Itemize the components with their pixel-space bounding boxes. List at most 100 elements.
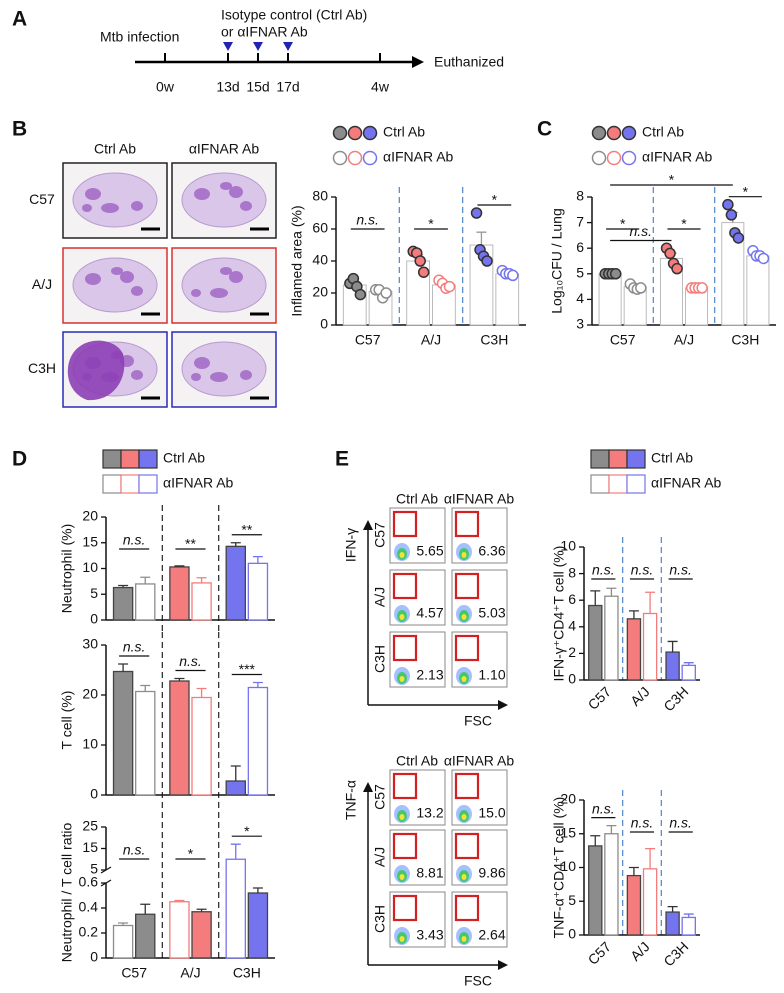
significance-label: * <box>188 846 194 862</box>
row-label: C3H <box>372 645 388 673</box>
cell-cloud <box>461 676 467 682</box>
legend-marker <box>590 449 610 469</box>
significance-label: n.s. <box>669 562 692 578</box>
y-tick-label: 2 <box>568 644 576 660</box>
row-label: A/J <box>372 847 388 867</box>
significance-label: n.s. <box>123 842 146 858</box>
panel-label: D <box>12 448 27 471</box>
bar <box>681 916 696 936</box>
row-label: C57 <box>372 522 388 548</box>
timeline-start: Mtb infection <box>100 29 179 45</box>
legend-marker <box>590 474 610 494</box>
y-tick-label: 6 <box>568 591 576 607</box>
cell-cloud <box>461 936 467 942</box>
gate <box>392 572 418 600</box>
x-tick-label: A/J <box>180 965 200 981</box>
significance-label: * <box>244 823 250 839</box>
significance-label: * <box>681 216 687 232</box>
timeline-tick-label: 4w <box>371 79 390 95</box>
data-point <box>507 269 519 282</box>
legend-marker <box>332 125 348 141</box>
legend-marker <box>626 449 646 469</box>
y-tick-label: 60 <box>312 220 328 236</box>
data-point <box>671 262 683 275</box>
lesion <box>229 186 243 198</box>
significance-label: n.s. <box>123 532 146 548</box>
y-tick-label: 10 <box>82 559 98 575</box>
cell-cloud <box>461 874 467 880</box>
error-bar <box>230 843 241 860</box>
y-tick-label: 20 <box>82 686 98 702</box>
gate-value: 15.0 <box>478 805 505 821</box>
error-bar <box>590 590 601 606</box>
bar <box>169 901 190 959</box>
treatment-marker <box>223 42 233 51</box>
significance-label: * <box>743 183 749 199</box>
bar <box>112 586 134 621</box>
y-axis-label: Log₁₀CFU / Lung <box>549 208 565 313</box>
data-point <box>635 282 647 294</box>
error-bar <box>683 913 694 918</box>
timeline-tick-label: 13d <box>216 79 239 95</box>
legend-marker <box>332 150 348 166</box>
error-bar <box>667 906 678 913</box>
legend-marker <box>621 125 637 141</box>
significance-label: n.s. <box>669 815 692 831</box>
legend-marker <box>347 150 363 166</box>
error-bar <box>683 662 694 666</box>
bar <box>135 913 156 959</box>
legend-marker <box>621 150 637 166</box>
lung-section <box>181 257 267 313</box>
data-point <box>725 209 738 221</box>
axis-arrow <box>363 520 373 530</box>
gate-value: 3.43 <box>416 927 443 943</box>
y-tick-label: 0 <box>90 949 98 965</box>
y-tick-label: 0.2 <box>79 924 99 940</box>
bar <box>746 255 770 326</box>
lung-section <box>181 341 267 397</box>
cell-cloud <box>461 614 467 620</box>
error-bar <box>252 887 263 893</box>
bar <box>588 604 603 681</box>
y-tick-label: 10 <box>82 736 98 752</box>
y-tick-label: 0 <box>568 671 576 687</box>
y-tick-label: 20 <box>560 791 576 807</box>
data-point <box>696 282 708 294</box>
cell-cloud <box>399 814 405 820</box>
legend-label: αIFNAR Ab <box>383 149 454 165</box>
lesion <box>220 267 232 275</box>
x-tick-label: C3H <box>233 965 261 981</box>
x-tick-label: A/J <box>421 332 441 348</box>
error-bar <box>645 591 656 614</box>
error-bar <box>252 556 263 564</box>
data-point <box>354 288 367 301</box>
error-bar <box>645 847 656 869</box>
y-axis-label: Neutrophil / T cell ratio <box>59 823 75 963</box>
flow-y-label: IFN-γ <box>343 528 359 562</box>
gate <box>392 772 418 800</box>
lesion <box>85 273 101 285</box>
error-bar <box>196 908 207 912</box>
bar <box>135 690 156 796</box>
row-label: C57 <box>372 784 388 810</box>
column-header: αIFNAR Ab <box>189 141 260 157</box>
y-tick-label: 8 <box>576 188 584 204</box>
column-header: Ctrl Ab <box>94 141 136 157</box>
bar <box>588 845 603 936</box>
timeline-treatment: or αIFNAR Ab <box>221 24 308 40</box>
significance-label: n.s. <box>631 562 654 578</box>
y-tick-label: 5 <box>576 265 584 281</box>
significance-label: n.s. <box>592 800 615 816</box>
lesion <box>191 373 201 381</box>
lung-section <box>181 172 267 228</box>
bar <box>135 583 156 621</box>
lesion <box>131 370 143 380</box>
bar <box>191 696 212 796</box>
treatment-marker <box>253 42 263 51</box>
lesion <box>229 271 243 283</box>
error-bar <box>667 640 678 653</box>
timeline-end: Euthanized <box>434 54 504 70</box>
axis-arrow <box>498 960 508 970</box>
axis-arrow <box>498 700 508 710</box>
